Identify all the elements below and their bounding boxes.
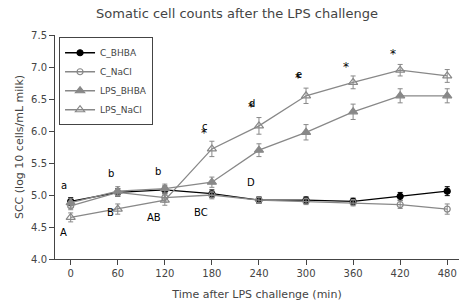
svg-text:LPS_NaCl: LPS_NaCl [100, 105, 142, 115]
svg-text:*: * [201, 126, 207, 140]
svg-text:*: * [390, 47, 396, 61]
svg-text:b: b [108, 168, 114, 179]
svg-text:A: A [60, 227, 67, 238]
svg-text:300: 300 [296, 268, 315, 279]
svg-text:7.5: 7.5 [31, 30, 47, 41]
svg-text:Time after LPS challenge (min): Time after LPS challenge (min) [171, 288, 341, 301]
svg-text:5.0: 5.0 [31, 190, 47, 201]
svg-text:480: 480 [438, 268, 457, 279]
svg-text:0: 0 [68, 268, 74, 279]
svg-text:120: 120 [155, 268, 174, 279]
svg-text:60: 60 [111, 268, 124, 279]
svg-text:240: 240 [249, 268, 268, 279]
svg-text:LPS_BHBA: LPS_BHBA [100, 86, 147, 96]
svg-text:B: B [107, 207, 114, 218]
svg-text:BC: BC [194, 207, 208, 218]
svg-text:*: * [295, 71, 301, 85]
svg-text:*: * [343, 60, 349, 74]
svg-text:6.0: 6.0 [31, 126, 47, 137]
svg-text:SCC (log 10 cells/mL milk): SCC (log 10 cells/mL milk) [13, 75, 26, 219]
svg-text:*: * [248, 100, 254, 114]
svg-text:7.0: 7.0 [31, 62, 47, 73]
svg-text:c: c [202, 121, 208, 132]
svg-text:180: 180 [202, 268, 221, 279]
svg-text:360: 360 [344, 268, 363, 279]
svg-text:Somatic cell counts after the: Somatic cell counts after the LPS challe… [96, 6, 378, 21]
svg-text:a: a [61, 180, 67, 191]
svg-text:4.5: 4.5 [31, 222, 47, 233]
svg-text:5.5: 5.5 [31, 158, 47, 169]
svg-text:AB: AB [147, 212, 161, 223]
svg-text:d: d [249, 98, 255, 109]
svg-text:e: e [296, 69, 302, 80]
svg-text:D: D [247, 177, 255, 188]
svg-text:6.5: 6.5 [31, 94, 47, 105]
svg-text:C_NaCl: C_NaCl [100, 67, 132, 77]
svg-text:b: b [155, 166, 161, 177]
svg-text:C_BHBA: C_BHBA [100, 48, 137, 58]
svg-text:420: 420 [391, 268, 410, 279]
svg-text:4.0: 4.0 [31, 254, 47, 265]
